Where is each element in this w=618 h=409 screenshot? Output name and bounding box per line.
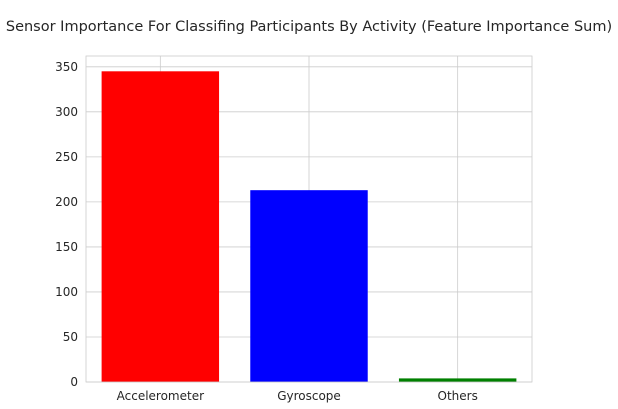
bar-others xyxy=(398,378,517,382)
y-tick-label: 300 xyxy=(55,105,78,119)
y-tick-label: 0 xyxy=(70,375,78,389)
x-tick-label: Gyroscope xyxy=(277,389,341,403)
bars xyxy=(101,71,517,383)
plot-frame xyxy=(85,55,533,383)
bar-accelerometer xyxy=(101,71,220,383)
bar-gyroscope xyxy=(250,190,368,382)
y-tick-labels: 0 50 100 150 200 250 300 350 xyxy=(55,60,78,389)
axes-frame xyxy=(85,55,533,383)
y-tick-label: 150 xyxy=(55,240,78,254)
y-tick-label: 100 xyxy=(55,285,78,299)
y-tick-label: 200 xyxy=(55,195,78,209)
y-tick-label: 250 xyxy=(55,150,78,164)
y-tick-label: 350 xyxy=(55,60,78,74)
y-tick-label: 50 xyxy=(63,330,78,344)
x-tick-label: Accelerometer xyxy=(117,389,204,403)
x-tick-label: Others xyxy=(438,389,478,403)
x-tick-labels: Accelerometer Gyroscope Others xyxy=(117,389,478,403)
chart-title: Sensor Importance For Classifing Partici… xyxy=(5,19,613,35)
